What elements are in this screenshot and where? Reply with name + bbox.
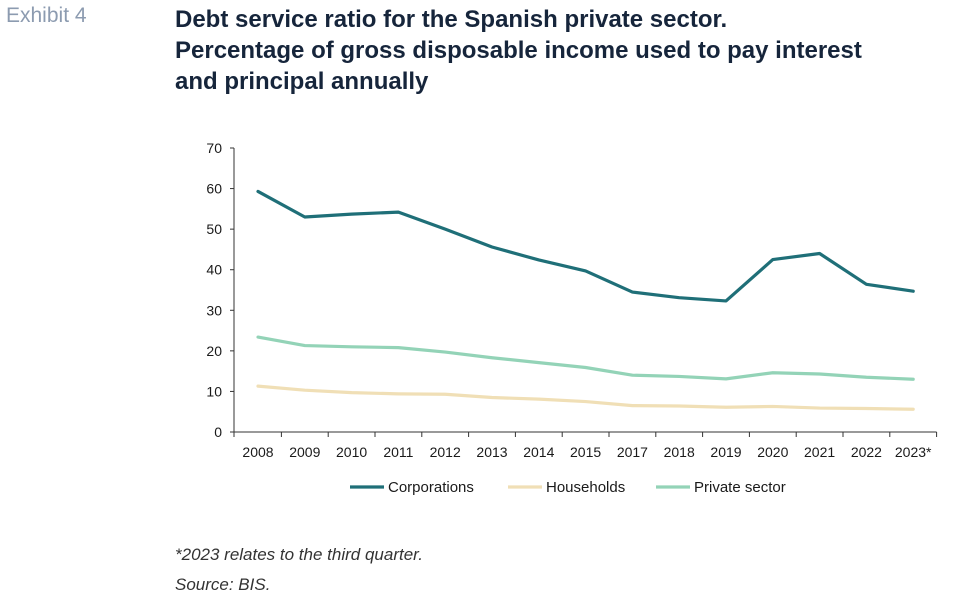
series-line-households: [256, 384, 915, 411]
y-tick-label: 20: [206, 343, 222, 359]
y-tick-label: 70: [206, 140, 222, 156]
x-tick-label: 2013: [476, 444, 507, 460]
y-tick-label: 60: [206, 181, 222, 197]
x-tick-label: 2018: [664, 444, 695, 460]
x-tick-label: 2021: [804, 444, 835, 460]
chart-title-line-1: Debt service ratio for the Spanish priva…: [175, 6, 728, 33]
series-line-corporations: [256, 189, 915, 303]
x-axis: 2008 2009 2010 2011 2012 2013 2014 2015 2017 2018…: [233, 431, 938, 460]
chart-title-line-3: and principal annually: [175, 68, 429, 95]
x-tick-label: 2009: [289, 444, 320, 460]
x-tick-label: 2014: [523, 444, 554, 460]
y-tick-label: 30: [206, 302, 222, 318]
line-chart: 0 10 20 30 40 50 60 70 2008 2009 2010 2011 2012 2013…: [206, 140, 938, 496]
x-tick-label: 2012: [430, 444, 461, 460]
legend-label-corporations: Corporations: [388, 479, 474, 496]
series-line-private-sector: [256, 335, 915, 381]
series-lines: [256, 189, 915, 411]
x-tick-label: 2022: [851, 444, 882, 460]
x-tick-label: 2010: [336, 444, 367, 460]
x-tick-label: 2023*: [895, 444, 932, 460]
y-axis: 0 10 20 30 40 50 60 70: [206, 140, 235, 440]
exhibit-label: Exhibit 4: [6, 4, 87, 27]
x-tick-label: 2020: [757, 444, 788, 460]
x-tick-label: 2011: [383, 444, 413, 460]
chart-legend: Corporations Households Private sector: [350, 479, 786, 496]
chart-title-line-2: Percentage of gross disposable income us…: [175, 37, 862, 64]
x-tick-label: 2017: [617, 444, 648, 460]
x-tick-label: 2015: [570, 444, 601, 460]
legend-label-private-sector: Private sector: [694, 479, 786, 496]
y-tick-label: 10: [206, 383, 222, 399]
chart-title: Debt service ratio for the Spanish priva…: [175, 4, 955, 97]
y-tick-label: 50: [206, 221, 222, 237]
legend-label-households: Households: [546, 479, 625, 496]
footnote: *2023 relates to the third quarter.: [175, 545, 423, 564]
source-note: Source: BIS.: [175, 575, 271, 594]
x-tick-label: 2019: [710, 444, 741, 460]
y-tick-label: 0: [214, 424, 222, 440]
x-tick-label: 2008: [242, 444, 273, 460]
y-tick-label: 40: [206, 262, 222, 278]
